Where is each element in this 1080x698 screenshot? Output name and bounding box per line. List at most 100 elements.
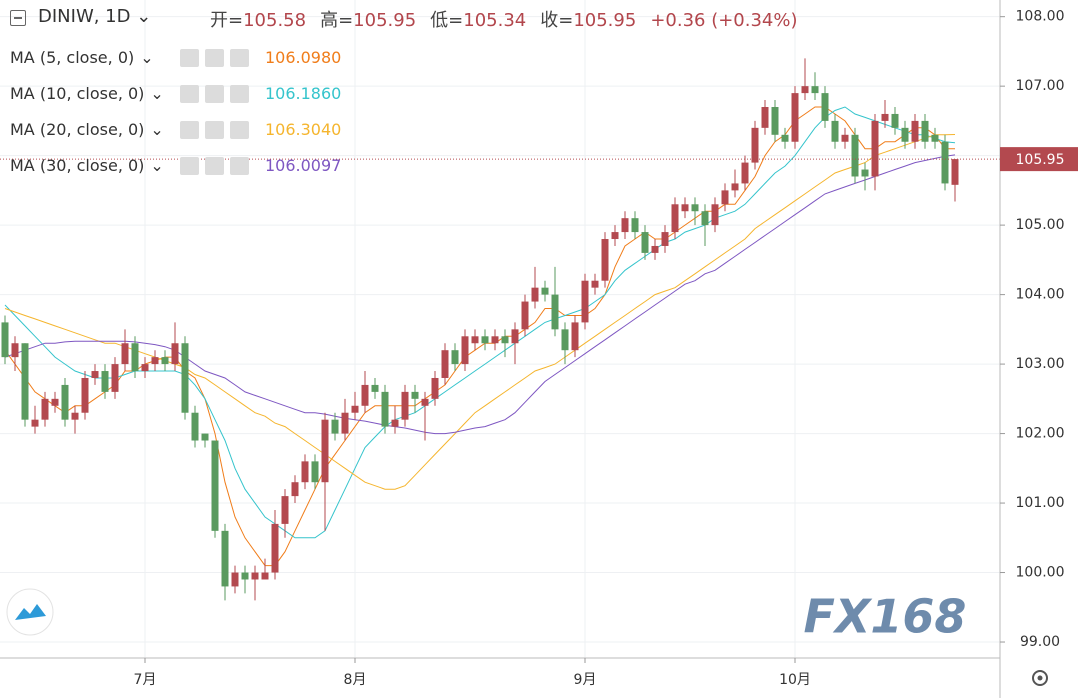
candle-body xyxy=(771,107,779,135)
legend-button[interactable] xyxy=(205,49,224,67)
x-tick-label: 9月 xyxy=(574,672,597,688)
candle-body xyxy=(191,412,199,441)
candle-body xyxy=(651,245,659,253)
y-tick-label: 105.00 xyxy=(1016,217,1065,233)
x-tick-label: 8月 xyxy=(344,672,367,688)
candle-body xyxy=(251,572,259,580)
candle-body xyxy=(841,134,849,142)
logo xyxy=(6,588,54,636)
candle-body xyxy=(211,440,219,531)
candle-body xyxy=(381,391,389,427)
candle-body xyxy=(851,134,859,177)
candle-body xyxy=(291,482,299,497)
candle-body xyxy=(11,343,19,358)
y-tick-label: 103.00 xyxy=(1016,356,1065,372)
candle-body xyxy=(51,398,59,406)
candle-body xyxy=(341,412,349,434)
candle-body xyxy=(91,371,99,378)
legend-button[interactable] xyxy=(230,85,249,103)
ma-line xyxy=(4,154,956,435)
candle-body xyxy=(201,433,209,441)
legend-button[interactable] xyxy=(230,157,249,175)
candle-body xyxy=(951,159,959,185)
legend-button[interactable] xyxy=(180,49,199,67)
last-price-box xyxy=(1000,147,1078,172)
legend-name: MA (20, close, 0) xyxy=(10,120,145,139)
candle-body xyxy=(151,357,159,365)
logo-circle xyxy=(6,588,54,636)
legend-button[interactable] xyxy=(205,121,224,139)
candle-body xyxy=(541,287,549,295)
legend-row: MA (5, close, 0) ⌄ 106.0980 xyxy=(10,46,370,70)
candle-body xyxy=(241,572,249,580)
candle-body xyxy=(701,211,709,226)
candle-body xyxy=(511,329,519,344)
candle-body xyxy=(821,93,829,121)
plot xyxy=(0,58,1000,601)
legend-button[interactable] xyxy=(230,49,249,67)
ohlc-fields: 开=105.58 高=105.95 低=105.34 收=105.95 +0.36 (+… xyxy=(210,6,812,32)
legend-name: MA (30, close, 0) xyxy=(10,156,145,175)
candle-body xyxy=(61,384,69,420)
legend-button[interactable] xyxy=(205,85,224,103)
candle-body xyxy=(171,343,179,365)
candle-body xyxy=(641,232,649,253)
gear[interactable] xyxy=(1032,670,1048,686)
candle-body xyxy=(31,419,39,427)
candle-body xyxy=(661,232,669,246)
y-tick-label: 108.00 xyxy=(1016,9,1065,25)
logo-mark xyxy=(15,604,46,620)
candle-body xyxy=(321,419,329,483)
candle-body xyxy=(571,322,579,351)
candle-body xyxy=(281,496,289,524)
candle-body xyxy=(501,336,509,344)
candle-body xyxy=(161,357,169,365)
legend-button[interactable] xyxy=(180,121,199,139)
legend-button[interactable] xyxy=(230,121,249,139)
ma-line xyxy=(4,106,956,539)
candle-body xyxy=(221,530,229,587)
candle-body xyxy=(601,239,609,281)
candle-body xyxy=(431,377,439,399)
settings-icon[interactable] xyxy=(1032,670,1048,686)
field-value: 105.58 xyxy=(243,10,307,31)
field-value: 105.34 xyxy=(463,10,527,31)
candle-body xyxy=(941,141,949,184)
y-tick-label: 100.00 xyxy=(1016,565,1065,581)
candle-body xyxy=(781,134,789,142)
candle-body xyxy=(21,343,29,420)
candle-body xyxy=(71,412,79,420)
candle-body xyxy=(521,301,529,330)
symbol-text: DINIW, 1D xyxy=(38,6,131,27)
legend-button[interactable] xyxy=(180,85,199,103)
x-tick-label: 10月 xyxy=(779,672,811,688)
candle-body xyxy=(751,127,759,163)
candle-body xyxy=(801,86,809,94)
change: +0.36 (+0.34%) xyxy=(650,10,798,31)
x-tick-label: 7月 xyxy=(134,672,157,688)
symbol[interactable]: DINIW, 1D ⌄ xyxy=(38,6,152,27)
candle-body xyxy=(681,204,689,212)
candle-body xyxy=(101,371,109,392)
legend-button[interactable] xyxy=(180,157,199,175)
candle-body xyxy=(621,218,629,233)
legend-button[interactable] xyxy=(205,157,224,175)
grid xyxy=(0,0,1000,658)
legend-menu: ⌄ xyxy=(150,120,164,139)
candle-body xyxy=(811,86,819,94)
candle-body xyxy=(301,461,309,483)
legend-value: 106.3040 xyxy=(265,120,342,139)
candle-body xyxy=(421,398,429,406)
candle-body xyxy=(731,183,739,191)
y-tick-label: 101.00 xyxy=(1016,495,1065,511)
legend-menu: ⌄ xyxy=(150,156,164,175)
candle-body xyxy=(411,391,419,399)
candle-body xyxy=(881,113,889,121)
candle-body xyxy=(931,134,939,142)
candle-body xyxy=(551,294,559,330)
collapse-button[interactable] xyxy=(10,10,26,26)
candle-body xyxy=(261,572,269,580)
candle-body xyxy=(451,350,459,365)
